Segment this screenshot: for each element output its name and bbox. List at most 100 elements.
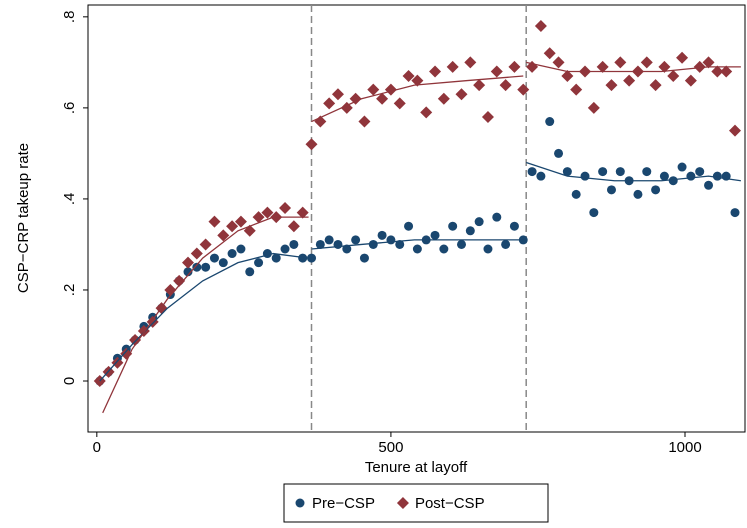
fit-line	[525, 161, 741, 182]
point	[296, 206, 309, 219]
point	[527, 167, 537, 177]
point	[554, 148, 564, 158]
point	[217, 229, 230, 242]
point	[324, 235, 334, 245]
point	[226, 220, 239, 233]
point	[190, 247, 203, 260]
point	[499, 79, 512, 92]
point	[474, 217, 484, 227]
point	[704, 180, 714, 190]
point	[429, 65, 442, 78]
point	[711, 65, 724, 78]
point	[236, 244, 246, 254]
fit-line	[311, 239, 524, 250]
point	[720, 65, 733, 78]
point	[490, 65, 503, 78]
point	[420, 106, 433, 119]
point	[439, 244, 449, 254]
point	[358, 115, 371, 128]
point	[129, 334, 142, 347]
legend-box	[283, 483, 549, 523]
point	[227, 249, 237, 259]
point	[552, 56, 565, 69]
plot-frame	[87, 4, 746, 433]
point	[659, 171, 669, 181]
point	[395, 239, 405, 249]
point	[359, 253, 369, 263]
point	[456, 239, 466, 249]
point	[342, 244, 352, 254]
point	[209, 253, 219, 263]
y-tick-label: 0	[61, 377, 78, 385]
point	[307, 253, 317, 263]
fit-line	[99, 252, 309, 382]
point	[589, 208, 599, 218]
y-axis-label: CSP−CRP takeup rate	[15, 143, 32, 293]
x-tick-label: 500	[378, 439, 403, 456]
point	[376, 92, 389, 105]
point	[481, 110, 494, 123]
point	[340, 101, 353, 114]
legend-label: Post−CSP	[415, 495, 485, 512]
point	[192, 262, 202, 272]
fit-line	[526, 61, 741, 73]
point	[262, 249, 272, 259]
point	[649, 79, 662, 92]
point	[201, 262, 211, 272]
point	[702, 56, 715, 69]
x-tick-label: 0	[93, 439, 101, 456]
point	[658, 60, 671, 73]
point	[404, 221, 414, 231]
point	[464, 56, 477, 69]
point	[623, 74, 636, 87]
point	[430, 230, 440, 240]
point	[455, 88, 468, 101]
point	[245, 267, 255, 277]
point	[199, 238, 212, 251]
point	[446, 60, 459, 73]
point	[252, 211, 265, 224]
point	[667, 70, 680, 83]
point	[545, 117, 555, 127]
point	[261, 206, 274, 219]
point	[712, 171, 722, 181]
point	[271, 253, 281, 263]
legend-marker	[396, 497, 409, 509]
point	[183, 267, 193, 277]
fit-line	[102, 216, 309, 414]
point	[509, 221, 519, 231]
point	[606, 185, 616, 195]
point	[571, 189, 581, 199]
point	[386, 235, 396, 245]
point	[543, 47, 556, 60]
point	[640, 56, 653, 69]
point	[605, 79, 618, 92]
point	[315, 239, 325, 249]
point	[598, 167, 608, 177]
point	[695, 167, 705, 177]
point	[289, 239, 299, 249]
point	[173, 274, 186, 287]
point	[677, 162, 687, 172]
point	[729, 124, 742, 137]
point	[536, 171, 546, 181]
point	[402, 70, 415, 83]
point	[234, 215, 247, 228]
point	[287, 220, 300, 233]
point	[651, 185, 661, 195]
legend-label: Pre−CSP	[312, 495, 375, 512]
point	[323, 97, 336, 110]
point	[483, 244, 493, 254]
point	[208, 215, 221, 228]
x-tick-label: 1000	[668, 439, 701, 456]
point	[633, 189, 643, 199]
point	[298, 253, 308, 263]
point	[305, 138, 318, 151]
point	[668, 176, 678, 186]
point	[596, 60, 609, 73]
legend-marker	[295, 498, 305, 508]
point	[218, 258, 228, 268]
point	[580, 171, 590, 181]
